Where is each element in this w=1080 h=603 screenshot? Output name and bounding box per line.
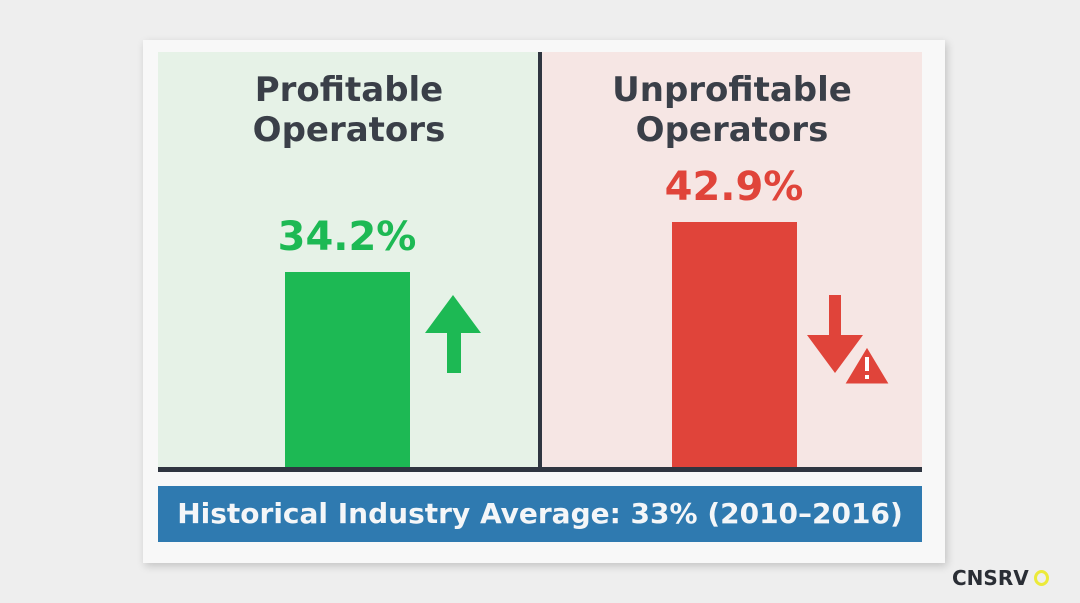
title-line: Operators — [252, 110, 446, 150]
logo-text: CNSRV — [952, 566, 1029, 590]
title-line: Profitable — [254, 70, 444, 110]
bar-profitable — [284, 272, 410, 468]
arrow-down-warning-icon — [807, 295, 894, 387]
title-line: Operators — [635, 110, 829, 150]
chart-baseline — [158, 467, 922, 472]
bar-unprofitable — [671, 222, 797, 468]
logo: CNSRV — [952, 566, 1049, 590]
unprofitable-title: Unprofitable Operators — [542, 70, 922, 150]
arrow-up-icon — [425, 295, 481, 373]
historical-average-banner: Historical Industry Average: 33% (2010–2… — [158, 486, 922, 542]
profitable-title: Profitable Operators — [158, 70, 540, 150]
panel-divider — [538, 52, 542, 470]
value-label: 42.9% — [664, 164, 804, 211]
title-line: Unprofitable — [612, 70, 852, 110]
logo-ring-icon — [1033, 570, 1049, 586]
infographic-card: Profitable Operators Unprofitable Operator… — [143, 40, 945, 563]
value-label: 34.2% — [277, 214, 417, 260]
